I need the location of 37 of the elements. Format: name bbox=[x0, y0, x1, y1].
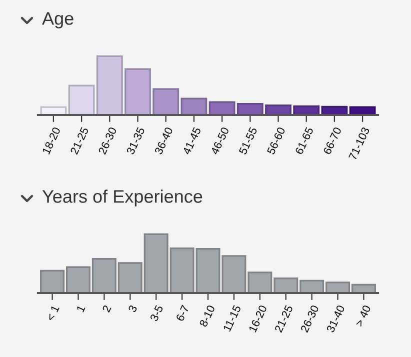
x-tick-label: > 40 bbox=[354, 304, 371, 327]
bar bbox=[180, 98, 208, 115]
bar bbox=[236, 102, 264, 115]
x-tick-label: 3 bbox=[128, 304, 138, 313]
bar bbox=[96, 55, 123, 115]
x-tick-label: 11-15 bbox=[223, 304, 242, 332]
x-tick-label: 66-70 bbox=[322, 126, 342, 155]
x-tick-label: 26-30 bbox=[300, 304, 320, 333]
x-tick-label: 3-5 bbox=[150, 304, 164, 322]
bar bbox=[349, 106, 376, 115]
bar bbox=[124, 68, 151, 115]
x-tick-label: 36-40 bbox=[154, 126, 174, 155]
x-tick-label: 26-30 bbox=[98, 126, 117, 155]
x-tick-label: 2 bbox=[102, 304, 112, 313]
chart-title: Years of Experience bbox=[42, 190, 202, 206]
x-tick-label: 8-10 bbox=[199, 304, 216, 328]
bar bbox=[152, 88, 180, 115]
x-tick-label: 31-35 bbox=[126, 126, 145, 155]
x-tick-label: 61-65 bbox=[294, 126, 314, 155]
bar bbox=[68, 84, 95, 115]
x-tick-label: 21-25 bbox=[70, 126, 89, 155]
x-tick-label: 18-20 bbox=[42, 126, 61, 155]
bar bbox=[40, 106, 67, 115]
bar bbox=[265, 104, 292, 115]
x-tick-label: 46-50 bbox=[210, 126, 230, 156]
x-tick-label: 1 bbox=[76, 304, 86, 312]
x-tick-label: 21-25 bbox=[274, 304, 294, 333]
x-tick-label: < 1 bbox=[46, 304, 60, 322]
x-tick-label: 31-40 bbox=[326, 304, 345, 333]
bar bbox=[208, 101, 236, 115]
bar bbox=[321, 106, 348, 115]
x-tick-label: 51-55 bbox=[238, 126, 258, 155]
chart-title: Age bbox=[42, 12, 74, 28]
x-tick-label: 6-7 bbox=[176, 304, 190, 322]
x-tick-label: 16-20 bbox=[248, 304, 268, 333]
x-tick-label: 56-60 bbox=[266, 126, 286, 155]
x-tick-label: 41-45 bbox=[182, 126, 202, 156]
